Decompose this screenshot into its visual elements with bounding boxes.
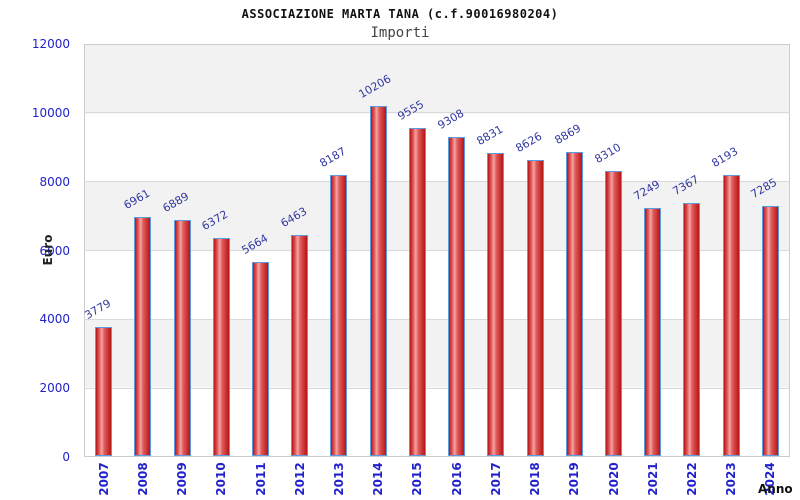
y-tick-label-4000: 4000 [39, 312, 70, 327]
bar-2023 [722, 175, 740, 456]
bar-2014 [369, 105, 387, 456]
gridline-8000 [84, 181, 790, 183]
x-tick-label-2011: 2011 [253, 462, 268, 496]
bar-2022 [683, 203, 701, 456]
bar-2007 [95, 326, 113, 456]
y-tick-label-0: 0 [62, 450, 70, 464]
bar-2020 [605, 170, 622, 456]
bar-2019 [565, 151, 583, 456]
x-tick-label-2007: 2007 [96, 462, 111, 496]
x-tick-label-2018: 2018 [528, 462, 543, 496]
y-tick-label-10000: 10000 [31, 105, 70, 120]
gridline-4000 [84, 318, 790, 320]
bar-2012 [291, 234, 309, 456]
y-tick-label-6000: 6000 [39, 243, 70, 258]
bar-2009 [173, 219, 191, 456]
bar-2016 [448, 136, 466, 456]
x-tick-label-2020: 2020 [606, 462, 621, 496]
bar-2018 [526, 160, 544, 456]
bar-2015 [408, 128, 426, 456]
x-tick-label-2016: 2016 [449, 462, 464, 496]
bar-2024 [761, 206, 779, 456]
x-tick-label-2022: 2022 [684, 462, 699, 496]
x-tick-label-2019: 2019 [567, 462, 582, 496]
gridline-2000 [84, 387, 790, 389]
y-tick-label-8000: 8000 [39, 174, 70, 189]
bar-2017 [487, 153, 505, 456]
x-tick-label-2012: 2012 [292, 462, 307, 496]
bar-2021 [644, 207, 662, 456]
x-tick-label-2017: 2017 [488, 462, 503, 496]
x-tick-label-2021: 2021 [645, 462, 660, 496]
bar-2008 [134, 217, 152, 456]
x-tick-label-2015: 2015 [410, 462, 425, 496]
y-tick-label-12000: 12000 [31, 37, 70, 51]
chart-title: ASSOCIAZIONE MARTA TANA (c.f.90016980204… [241, 7, 559, 21]
x-axis-title: Anno [758, 482, 793, 496]
bar-2010 [212, 237, 230, 456]
x-tick-label-2023: 2023 [724, 462, 739, 496]
x-tick-label-2009: 2009 [175, 462, 190, 496]
y-axis-title: Euro [41, 234, 55, 266]
gridline-6000 [84, 250, 790, 251]
bar-2013 [330, 175, 348, 456]
x-tick-label-2008: 2008 [135, 462, 150, 496]
y-tick-label-2000: 2000 [39, 381, 70, 396]
x-tick-label-2013: 2013 [331, 462, 346, 496]
gridline-10000 [84, 112, 790, 114]
chart-subtitle: Importi [370, 25, 430, 41]
bar-2011 [252, 262, 269, 456]
x-tick-label-2010: 2010 [214, 462, 229, 496]
x-tick-label-2014: 2014 [371, 462, 386, 496]
